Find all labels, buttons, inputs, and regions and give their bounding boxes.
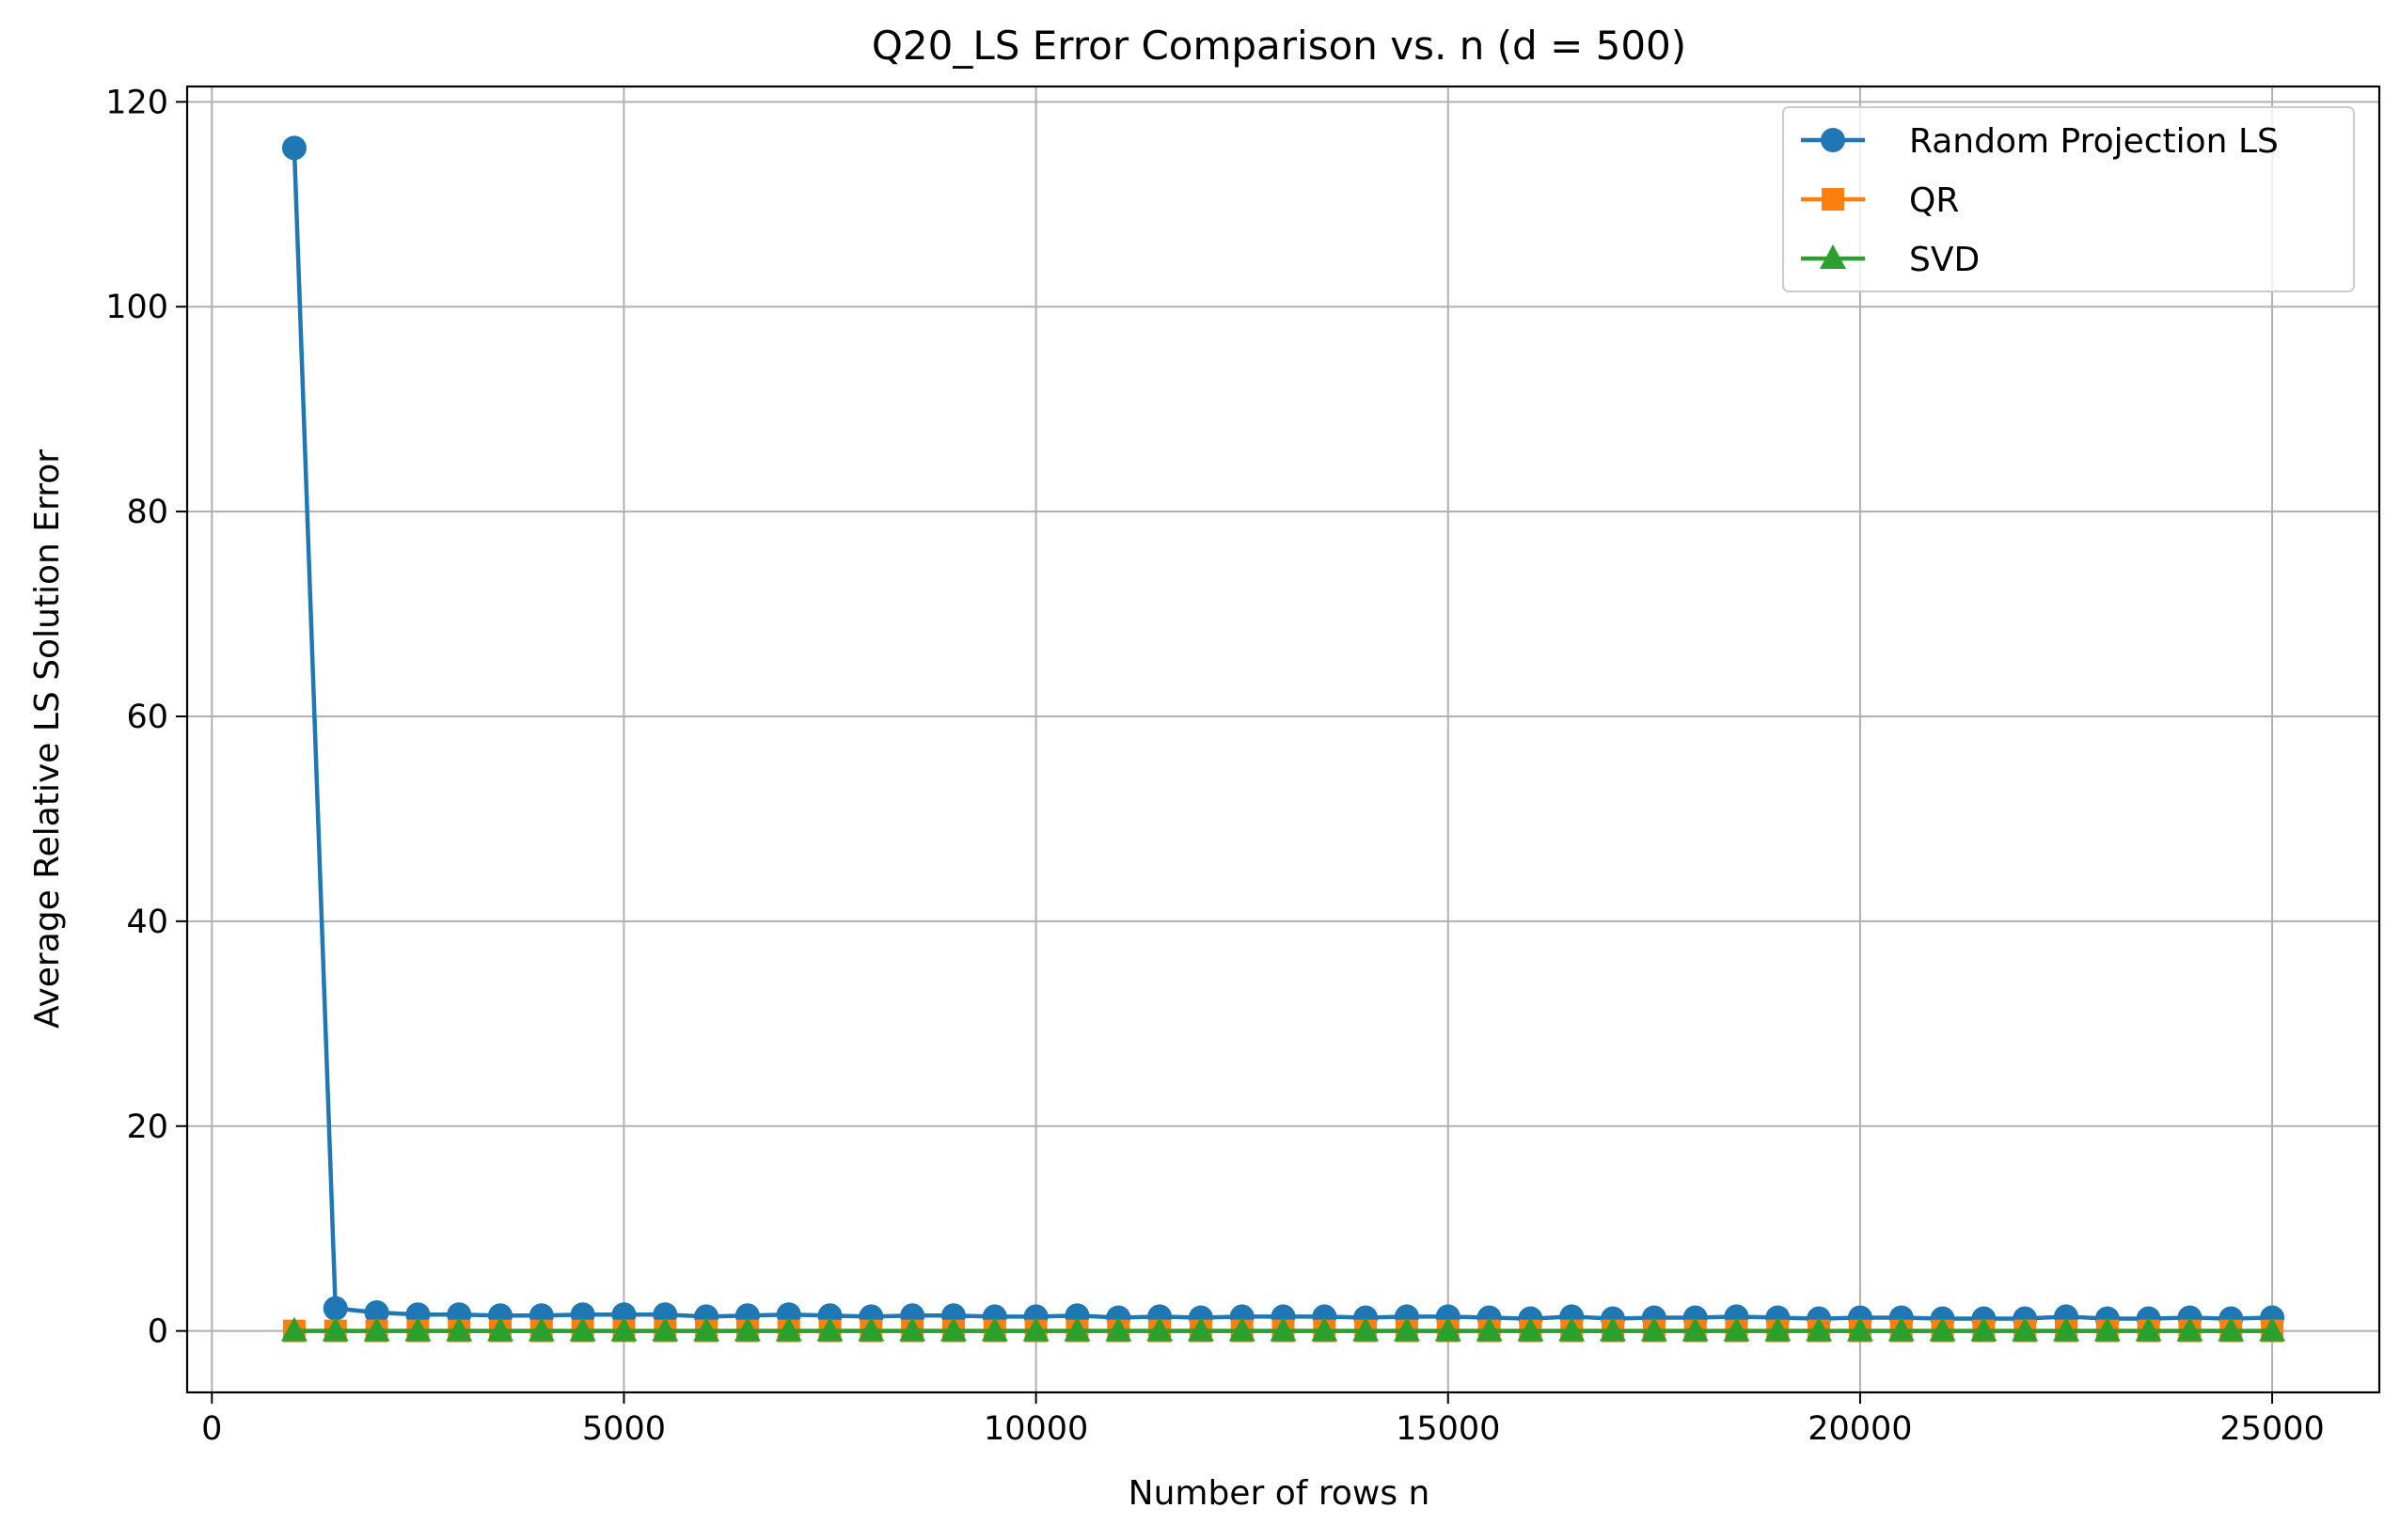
data-point xyxy=(528,1316,555,1342)
data-point xyxy=(1929,1316,1956,1342)
legend-label: QR xyxy=(1909,181,1959,220)
data-point xyxy=(1270,1316,1297,1342)
legend: Random Projection LS QR SVD xyxy=(1782,106,2355,292)
data-point xyxy=(1187,1316,1214,1342)
y-tick-label: 40 xyxy=(126,904,168,941)
data-point xyxy=(652,1316,679,1342)
data-point xyxy=(2135,1316,2162,1342)
y-axis-label: Average Relative LS Solution Error xyxy=(28,449,67,1029)
data-point xyxy=(404,1316,432,1342)
data-point xyxy=(1146,1316,1174,1342)
data-point xyxy=(323,1296,348,1321)
data-point xyxy=(610,1316,638,1342)
x-tick-label: 10000 xyxy=(984,1410,1088,1448)
x-axis: 0 5000 10000 15000 20000 25000 xyxy=(201,1392,2325,1448)
data-point xyxy=(2053,1316,2079,1342)
legend-box xyxy=(1782,106,2355,292)
data-point xyxy=(1640,1316,1667,1342)
data-point xyxy=(775,1316,802,1342)
plot-area-frame xyxy=(185,85,2381,1394)
data-point xyxy=(1682,1316,1709,1342)
y-tick-label: 20 xyxy=(126,1108,168,1146)
data-point xyxy=(1887,1316,1915,1342)
data-point xyxy=(569,1316,596,1342)
series-layer xyxy=(280,135,2286,1343)
data-point xyxy=(1764,1316,1792,1342)
data-point xyxy=(1846,1316,1873,1342)
data-point xyxy=(487,1316,513,1342)
data-point xyxy=(734,1316,761,1342)
chart-title: Q20_LS Error Comparison vs. n (d = 500) xyxy=(872,23,1686,69)
data-point xyxy=(281,135,307,161)
data-point xyxy=(363,1316,390,1342)
series-svd xyxy=(280,1316,2286,1342)
x-axis-label: Number of rows n xyxy=(1129,1474,1430,1513)
y-tick-label: 100 xyxy=(105,289,168,326)
legend-marker xyxy=(1822,188,1844,211)
data-point xyxy=(322,1316,349,1342)
grid xyxy=(187,86,2379,1392)
y-axis: 0 20 40 60 80 100 120 xyxy=(105,84,187,1351)
data-point xyxy=(2093,1316,2121,1342)
data-point xyxy=(981,1316,1008,1342)
x-tick-label: 5000 xyxy=(582,1410,666,1448)
series-line xyxy=(292,148,2273,1321)
data-point xyxy=(1806,1316,1833,1342)
data-point xyxy=(1393,1316,1420,1342)
y-tick-label: 0 xyxy=(148,1313,168,1351)
legend-item: SVD xyxy=(1801,241,1980,279)
data-point xyxy=(1600,1316,1627,1342)
data-point xyxy=(2176,1316,2203,1342)
legend-label: Random Projection LS xyxy=(1909,122,2279,161)
legend-marker xyxy=(1820,244,1846,269)
y-tick-label: 80 xyxy=(126,494,168,531)
series-random-projection-ls xyxy=(281,135,2285,1331)
data-point xyxy=(446,1316,473,1342)
data-point xyxy=(1476,1316,1503,1342)
x-tick-label: 0 xyxy=(201,1410,222,1448)
data-point xyxy=(1517,1316,1544,1342)
data-point xyxy=(1228,1316,1255,1342)
data-point xyxy=(858,1316,885,1342)
legend-label: SVD xyxy=(1909,241,1980,279)
legend-item: QR xyxy=(1801,181,1959,220)
data-point xyxy=(816,1316,844,1342)
data-point xyxy=(1434,1316,1461,1342)
data-point xyxy=(1970,1316,1997,1342)
data-point xyxy=(1558,1316,1586,1342)
legend-item: Random Projection LS xyxy=(1801,122,2279,161)
data-point xyxy=(1022,1316,1050,1342)
data-point xyxy=(1352,1316,1380,1342)
x-tick-label: 15000 xyxy=(1396,1410,1500,1448)
data-point xyxy=(1064,1316,1091,1342)
data-point xyxy=(939,1316,967,1342)
data-point xyxy=(1311,1316,1338,1342)
x-tick-label: 25000 xyxy=(2219,1410,2324,1448)
data-point xyxy=(2259,1316,2286,1342)
data-point xyxy=(1723,1316,1750,1342)
y-tick-label: 120 xyxy=(105,84,168,121)
data-point xyxy=(280,1316,308,1342)
data-point xyxy=(1105,1316,1132,1342)
x-tick-label: 20000 xyxy=(1808,1410,1912,1448)
data-point xyxy=(693,1316,720,1342)
data-point xyxy=(2012,1316,2039,1342)
legend-marker xyxy=(1821,128,1845,152)
data-point xyxy=(364,1300,389,1326)
data-point xyxy=(2218,1316,2245,1342)
y-tick-label: 60 xyxy=(126,699,168,736)
data-point xyxy=(899,1316,926,1342)
